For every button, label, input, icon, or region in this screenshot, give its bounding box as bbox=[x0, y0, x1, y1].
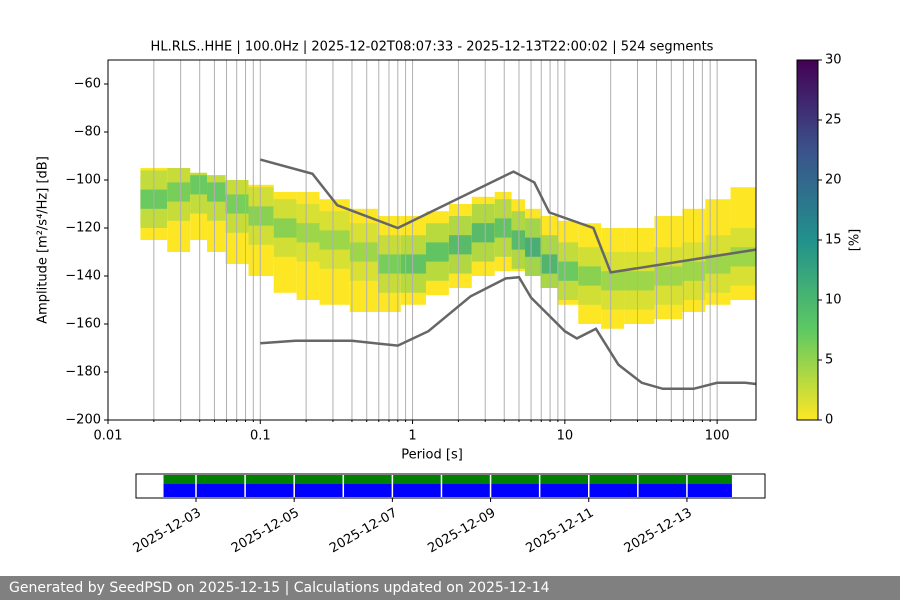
y-tick-label: −60 bbox=[74, 77, 101, 92]
colorbar-tick-label: 5 bbox=[825, 353, 833, 368]
colorbar-tick-label: 25 bbox=[825, 113, 842, 128]
density-mode bbox=[525, 237, 541, 257]
colorbar-tick-label: 15 bbox=[825, 233, 842, 248]
chart: HL.RLS..HHE | 100.0Hz | 2025-12-02T08:07… bbox=[36, 40, 863, 557]
colorbar-label: [%] bbox=[848, 229, 863, 252]
density-mode bbox=[654, 266, 683, 286]
density-mode bbox=[511, 230, 526, 250]
noise-model bbox=[260, 275, 757, 391]
plot-frame bbox=[107, 59, 757, 421]
colorbar-tick-label: 0 bbox=[825, 413, 833, 428]
y-tick-label: −160 bbox=[65, 317, 101, 332]
footer: Generated by SeedPSD on 2025-12-15 | Cal… bbox=[0, 576, 900, 600]
colorbar-tick-label: 30 bbox=[825, 53, 842, 68]
y-tick-label: −120 bbox=[65, 221, 101, 236]
density-mode bbox=[248, 206, 274, 226]
y-tick-label: −80 bbox=[74, 125, 101, 140]
density-mode bbox=[296, 223, 320, 243]
density-mode bbox=[578, 266, 602, 286]
density-mode bbox=[400, 254, 426, 274]
noise-model bbox=[259, 158, 757, 274]
y-tick-label: −200 bbox=[65, 413, 101, 428]
x-tick-label: 2025-12-07 bbox=[327, 506, 400, 557]
x-tick-label: 2025-12-09 bbox=[425, 506, 498, 557]
density-mode bbox=[557, 261, 579, 281]
x-tick-label: 2025-12-05 bbox=[229, 506, 302, 557]
density-mode bbox=[624, 271, 655, 291]
x-tick-label: 0.01 bbox=[94, 429, 123, 444]
density-mode bbox=[425, 242, 449, 262]
density-mode bbox=[273, 218, 297, 238]
coverage-bar bbox=[163, 475, 732, 484]
x-tick-label: 2025-12-13 bbox=[622, 506, 695, 557]
density-mode bbox=[207, 182, 226, 202]
density-mode bbox=[319, 230, 350, 250]
y-tick-label: −180 bbox=[65, 365, 101, 380]
timeline-frame bbox=[135, 473, 766, 499]
density-mode bbox=[349, 242, 378, 262]
x-tick-label: 100 bbox=[705, 429, 730, 444]
colorbar-tick-label: 10 bbox=[825, 293, 842, 308]
density-mode bbox=[540, 254, 558, 274]
colorbar bbox=[796, 59, 819, 421]
density-mode bbox=[494, 218, 512, 238]
colorbar-tick-label: 20 bbox=[825, 173, 842, 188]
x-tick-label: 1 bbox=[408, 429, 416, 444]
x-tick-label: 2025-12-03 bbox=[131, 506, 204, 557]
y-axis-label: Amplitude [m²/s⁴/Hz] [dB] bbox=[36, 156, 51, 324]
density-mode bbox=[601, 271, 625, 291]
x-tick-label: 10 bbox=[557, 429, 574, 444]
chart-title: HL.RLS..HHE | 100.0Hz | 2025-12-02T08:07… bbox=[151, 40, 714, 55]
density-mode bbox=[705, 254, 731, 274]
density-mode bbox=[448, 235, 472, 255]
x-tick-label: 0.1 bbox=[250, 429, 271, 444]
x-axis-label: Period [s] bbox=[401, 448, 463, 463]
y-tick-label: −100 bbox=[65, 173, 101, 188]
density-mode bbox=[190, 175, 208, 195]
density-mode bbox=[471, 223, 495, 243]
y-tick-label: −140 bbox=[65, 269, 101, 284]
x-tick-label: 2025-12-11 bbox=[524, 506, 597, 557]
density-mode bbox=[167, 182, 191, 202]
coverage-bar bbox=[163, 484, 732, 497]
